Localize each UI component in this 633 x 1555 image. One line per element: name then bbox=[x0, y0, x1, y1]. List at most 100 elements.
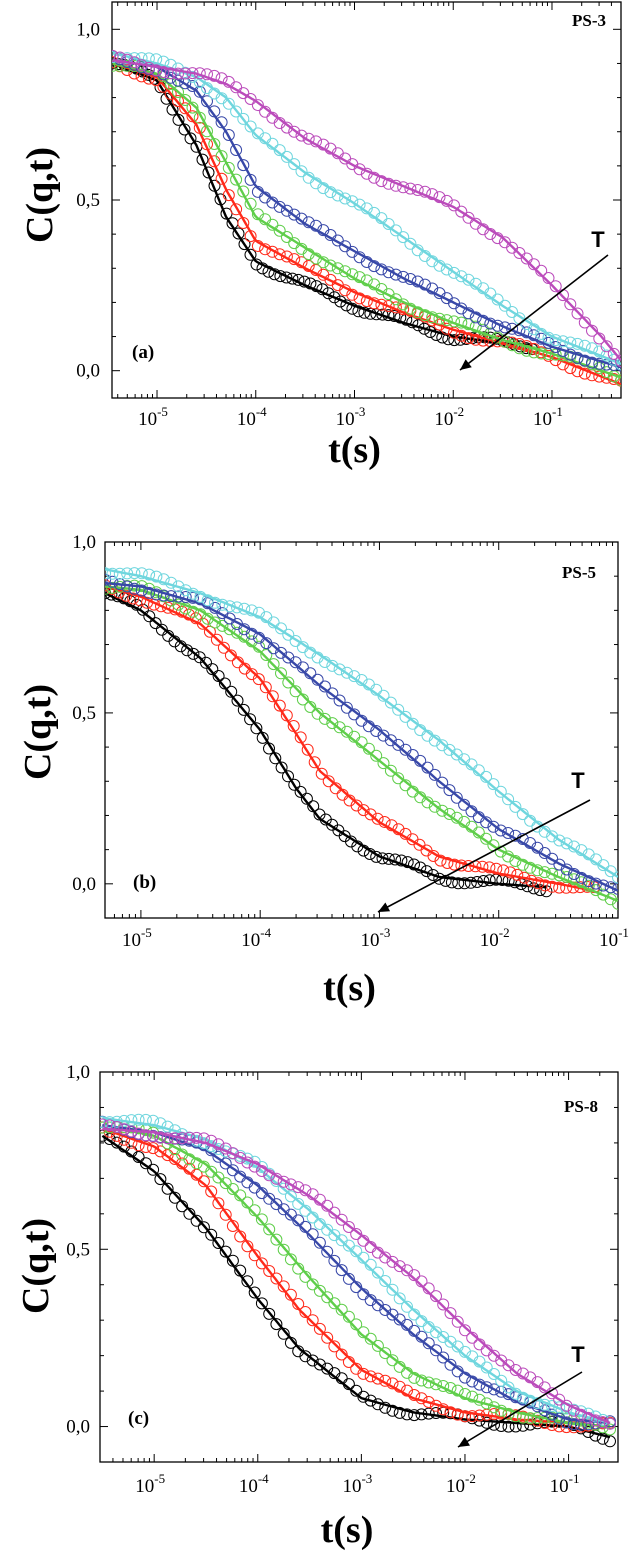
x-tick-label: 10-3 bbox=[342, 1471, 372, 1497]
data-point bbox=[393, 1292, 406, 1305]
data-point bbox=[277, 1280, 290, 1293]
data-point bbox=[444, 1307, 457, 1320]
data-point bbox=[571, 351, 584, 364]
data-point bbox=[444, 1358, 457, 1371]
data-point bbox=[143, 586, 156, 599]
data-point bbox=[288, 778, 301, 791]
data-point bbox=[252, 673, 265, 686]
temperature-arrow: T bbox=[457, 1342, 585, 1448]
data-point bbox=[219, 1145, 232, 1158]
data-point bbox=[210, 633, 223, 646]
x-tick-label: 10-2 bbox=[480, 925, 510, 951]
fit-line-red bbox=[112, 62, 621, 386]
data-point bbox=[295, 165, 308, 178]
x-axis-label: t(s) bbox=[321, 1509, 374, 1551]
data-point bbox=[326, 687, 339, 700]
data-point bbox=[488, 1368, 500, 1380]
data-point bbox=[212, 1138, 225, 1151]
data-point bbox=[237, 185, 250, 198]
data-point bbox=[231, 694, 244, 707]
data-point bbox=[401, 1300, 413, 1313]
data-point bbox=[237, 87, 250, 100]
fit-line-magenta bbox=[112, 58, 621, 362]
chart-panel-2: 10-5 10-4 10-3 10-2 10-1 0,0 0,5 1,0 t(s) C(q,t) P… bbox=[17, 532, 629, 1009]
x-tick-label: 10-4 bbox=[237, 404, 267, 430]
data-point bbox=[452, 877, 465, 890]
data-point bbox=[342, 1221, 355, 1233]
data-point bbox=[226, 1183, 239, 1195]
data-point bbox=[364, 1332, 377, 1345]
data-point bbox=[328, 1254, 341, 1267]
data-point bbox=[280, 204, 293, 217]
data-point bbox=[509, 800, 522, 813]
fit-line-cyan bbox=[102, 1116, 611, 1425]
arrow-label: T bbox=[571, 1342, 585, 1367]
data-point bbox=[546, 880, 559, 893]
data-point bbox=[437, 1351, 450, 1364]
data-point bbox=[517, 1411, 529, 1424]
data-point bbox=[464, 876, 477, 889]
x-tick-label: 10-3 bbox=[361, 925, 391, 951]
data-point bbox=[462, 332, 475, 345]
data-point bbox=[433, 318, 446, 331]
data-point bbox=[161, 1182, 174, 1195]
data-point bbox=[393, 1260, 406, 1273]
data-point bbox=[200, 656, 212, 669]
y-axis-label: C(q,t) bbox=[19, 147, 61, 243]
y-tick-label: 1,0 bbox=[72, 532, 96, 553]
data-point bbox=[459, 1324, 471, 1337]
data-point bbox=[275, 622, 287, 635]
data-point bbox=[300, 792, 313, 805]
data-point bbox=[248, 1249, 261, 1262]
y-tick-label: 0,0 bbox=[66, 1417, 90, 1438]
data-point bbox=[553, 881, 566, 894]
data-point bbox=[451, 1408, 464, 1421]
data-point bbox=[433, 191, 446, 204]
data-point bbox=[190, 1214, 203, 1227]
data-point bbox=[436, 776, 449, 789]
data-point bbox=[333, 663, 346, 676]
data-point bbox=[451, 1315, 464, 1328]
data-point bbox=[267, 658, 280, 671]
fit-line-black bbox=[112, 62, 533, 347]
data-point bbox=[238, 238, 251, 251]
data-point bbox=[346, 302, 359, 315]
data-point bbox=[371, 812, 384, 825]
data-point bbox=[364, 1370, 377, 1383]
y-tick-label: 1,0 bbox=[76, 19, 100, 40]
data-point bbox=[154, 1131, 167, 1144]
data-point bbox=[419, 309, 431, 322]
data-point bbox=[313, 1322, 326, 1335]
data-point bbox=[578, 354, 591, 367]
data-point bbox=[215, 72, 228, 85]
plot-area bbox=[100, 1113, 616, 1448]
data-point bbox=[135, 567, 148, 580]
data-point bbox=[564, 298, 577, 311]
data-point bbox=[112, 49, 119, 62]
data-point bbox=[466, 1410, 479, 1423]
data-point bbox=[157, 573, 170, 586]
data-point bbox=[139, 1113, 152, 1126]
data-point bbox=[139, 1129, 152, 1142]
data-point bbox=[157, 66, 170, 78]
data-point bbox=[149, 617, 162, 630]
data-point bbox=[379, 1304, 392, 1316]
data-point bbox=[386, 1283, 399, 1296]
x-tick-label: 10-5 bbox=[138, 404, 168, 430]
x-tick-label: 10-2 bbox=[446, 1471, 476, 1497]
plot-frame bbox=[104, 541, 619, 919]
data-point bbox=[326, 717, 339, 730]
data-point bbox=[524, 1412, 537, 1425]
data-point bbox=[520, 326, 533, 339]
data-point bbox=[568, 873, 580, 886]
data-point bbox=[253, 606, 265, 619]
data-point bbox=[575, 1408, 587, 1421]
data-point bbox=[458, 877, 471, 890]
data-point bbox=[368, 171, 381, 184]
fit-line-magenta bbox=[102, 1127, 611, 1425]
chart-panel-3: 10-5 10-4 10-3 10-2 10-1 0,0 0,5 1,0 t(s) C(q,t) P… bbox=[15, 1062, 619, 1551]
data-point bbox=[237, 112, 250, 125]
data-point bbox=[604, 1435, 616, 1448]
data-point bbox=[441, 857, 454, 869]
